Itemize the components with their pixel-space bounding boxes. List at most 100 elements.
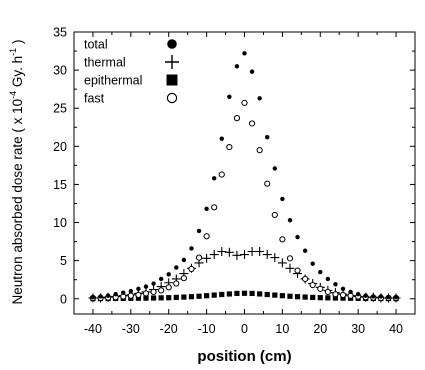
total-point [249, 69, 255, 74]
fast-point [173, 280, 180, 287]
legend-label-total: total [84, 38, 108, 52]
fast-point [195, 254, 203, 261]
thermal-point [262, 250, 272, 260]
fast-point [180, 275, 187, 282]
total-point [265, 134, 270, 140]
total-point [386, 295, 391, 300]
epithermal-point [332, 295, 339, 301]
fast-point [188, 265, 195, 273]
total-point [143, 284, 149, 289]
thermal-point [240, 250, 249, 260]
epithermal-point [287, 293, 293, 299]
total-point [295, 234, 300, 240]
legend: total thermal epithermal fast [84, 38, 179, 106]
total-point [325, 276, 331, 282]
fast-point [248, 120, 256, 127]
epithermal-point [211, 292, 217, 298]
thermal-point [217, 247, 227, 257]
epithermal-point [135, 295, 142, 301]
legend-marker-thermal [165, 55, 179, 69]
x-tick-label: -40 [84, 322, 102, 336]
total-point [227, 94, 232, 99]
epithermal-point [158, 295, 164, 301]
x-axis-ticks: -40 -30 -20 -10 0 10 20 30 40 [73, 32, 416, 336]
epithermal-point [204, 293, 210, 299]
legend-label-epithermal: epithermal [84, 74, 142, 88]
x-tick-label: -20 [160, 322, 178, 336]
epithermal-point [234, 290, 240, 297]
epithermal-point [325, 295, 331, 301]
x-tick-label: -10 [198, 322, 216, 336]
y-axis-title: Neutron absorbed dose rate ( x 10-4 Gy. … [8, 40, 25, 305]
thermal-point [285, 263, 295, 273]
epithermal-point [310, 294, 316, 300]
y-axis-title-exponent: -4 [8, 91, 18, 99]
fast-point [226, 143, 233, 151]
total-point [98, 294, 103, 299]
fast-point [158, 287, 165, 294]
legend-marker-fast [166, 92, 178, 104]
total-point [280, 196, 285, 202]
epithermal-point [166, 295, 172, 301]
epithermal-point [241, 290, 248, 296]
x-tick-label: 30 [351, 322, 365, 336]
series-layer [88, 51, 401, 303]
fast-point [339, 291, 347, 299]
thermal-point [277, 258, 287, 268]
total-point [211, 176, 217, 181]
total-point [121, 290, 126, 295]
total-point [378, 294, 384, 299]
total-point [219, 136, 224, 141]
y-tick-label: 35 [53, 26, 67, 40]
epithermal-point [226, 291, 232, 297]
total-point [196, 228, 202, 234]
fast-point [294, 267, 301, 274]
y-tick-label: 25 [53, 102, 67, 116]
y-tick-label: 5 [60, 254, 67, 268]
epithermal-point [219, 291, 225, 298]
y-tick-label: 10 [53, 216, 67, 230]
y-axis-title-middle: Gy. h [10, 56, 25, 91]
total-point [287, 218, 293, 223]
total-point [363, 293, 368, 298]
fast-point [211, 204, 218, 211]
x-axis-title: position (cm) [197, 348, 291, 365]
epithermal-point [272, 292, 278, 298]
epithermal-point [257, 291, 263, 297]
total-point [113, 291, 118, 297]
legend-marker-total [167, 39, 177, 49]
fast-point [302, 275, 309, 283]
fast-point [324, 288, 331, 295]
thermal-point [224, 247, 234, 257]
total-point [393, 295, 399, 300]
total-point [340, 286, 346, 292]
epithermal-point [249, 290, 255, 297]
total-point [181, 257, 187, 263]
y-tick-label: 15 [53, 178, 67, 192]
total-point [105, 293, 111, 298]
y-axis-title-exponent2: -1 [8, 48, 18, 56]
x-tick-label: 0 [241, 322, 248, 336]
total-point [371, 294, 376, 299]
legend-marker-epithermal [166, 74, 178, 86]
x-tick-label: 10 [275, 322, 289, 336]
y-axis-title-prefix: Neutron absorbed dose rate ( x 10 [10, 99, 25, 305]
x-tick-label: 20 [313, 322, 327, 336]
fast-point [203, 233, 210, 240]
total-point [189, 246, 194, 251]
thermal-point [232, 250, 242, 260]
y-tick-label: 20 [53, 140, 67, 154]
legend-label-thermal: thermal [84, 56, 126, 70]
total-point [333, 282, 338, 287]
fast-point [127, 292, 134, 299]
legend-label-fast: fast [84, 92, 105, 106]
series-total [90, 51, 399, 300]
total-point [128, 288, 134, 294]
fast-point [256, 147, 263, 154]
y-tick-label: 0 [60, 292, 67, 306]
total-point [302, 248, 308, 253]
fast-point [279, 236, 286, 243]
epithermal-point [181, 294, 187, 300]
fast-point [142, 290, 150, 297]
